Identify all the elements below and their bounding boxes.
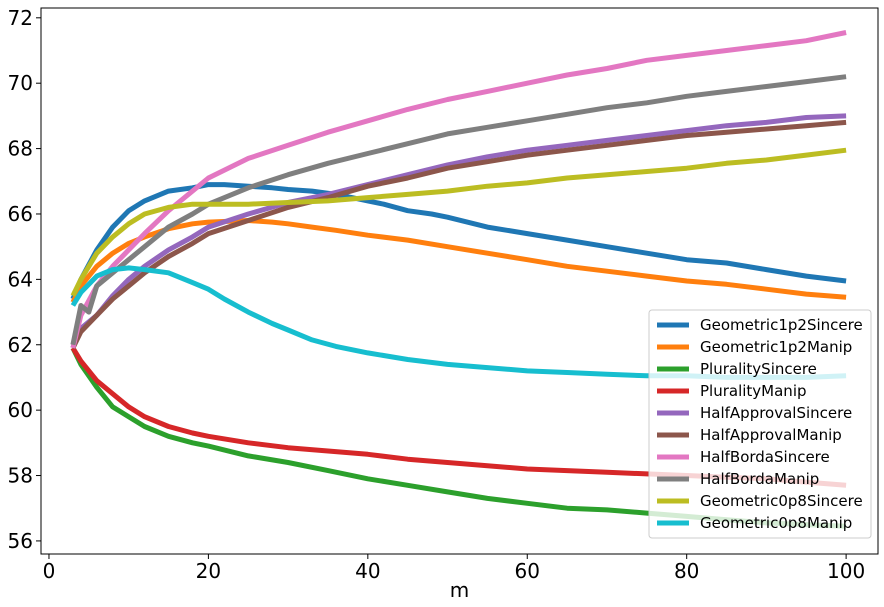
legend-entry: PluralityManip bbox=[700, 382, 807, 400]
x-tick-label: 40 bbox=[355, 559, 380, 583]
legend-entry: Geometric0p8Sincere bbox=[700, 492, 863, 510]
legend-entry: HalfBordaSincere bbox=[700, 448, 830, 466]
legend-entry: Geometric1p2Manip bbox=[700, 338, 852, 356]
legend-entry: HalfBordaManip bbox=[700, 470, 819, 488]
x-tick-label: 80 bbox=[674, 559, 699, 583]
series-line-HalfApprovalManip bbox=[70, 119, 847, 350]
x-axis: 0 20 40 60 80 100 bbox=[43, 554, 865, 583]
x-tick-label: 60 bbox=[515, 559, 540, 583]
y-tick-label: 62 bbox=[8, 333, 33, 357]
legend-box bbox=[648, 309, 872, 539]
legend-entry: Geometric0p8Manip bbox=[700, 514, 852, 532]
series-line-HalfBordaSincere bbox=[70, 30, 847, 349]
legend: Geometric1p2Sincere Geometric1p2Manip Plur… bbox=[648, 309, 872, 539]
y-tick-label: 56 bbox=[8, 529, 33, 553]
y-tick-label: 72 bbox=[8, 6, 33, 30]
x-tick-label: 0 bbox=[43, 559, 56, 583]
x-tick-label: 100 bbox=[827, 559, 865, 583]
legend-entry: PluralitySincere bbox=[700, 360, 817, 378]
x-tick-label: 20 bbox=[196, 559, 221, 583]
y-axis: 56 58 60 62 64 66 68 70 72 bbox=[8, 6, 41, 553]
series-line-Geometric0p8Sincere bbox=[70, 147, 847, 297]
plot-frame bbox=[40, 7, 879, 555]
y-tick-label: 58 bbox=[8, 464, 33, 488]
legend-entry: Geometric1p2Sincere bbox=[700, 316, 863, 334]
legend-entry: HalfApprovalManip bbox=[700, 426, 842, 444]
y-tick-label: 68 bbox=[8, 137, 33, 161]
legend-entry: HalfApprovalSincere bbox=[700, 404, 852, 422]
y-tick-label: 60 bbox=[8, 398, 33, 422]
y-tick-label: 66 bbox=[8, 202, 33, 226]
x-axis-label: m bbox=[450, 578, 469, 602]
y-tick-label: 64 bbox=[8, 267, 33, 291]
y-tick-label: 70 bbox=[8, 71, 33, 95]
